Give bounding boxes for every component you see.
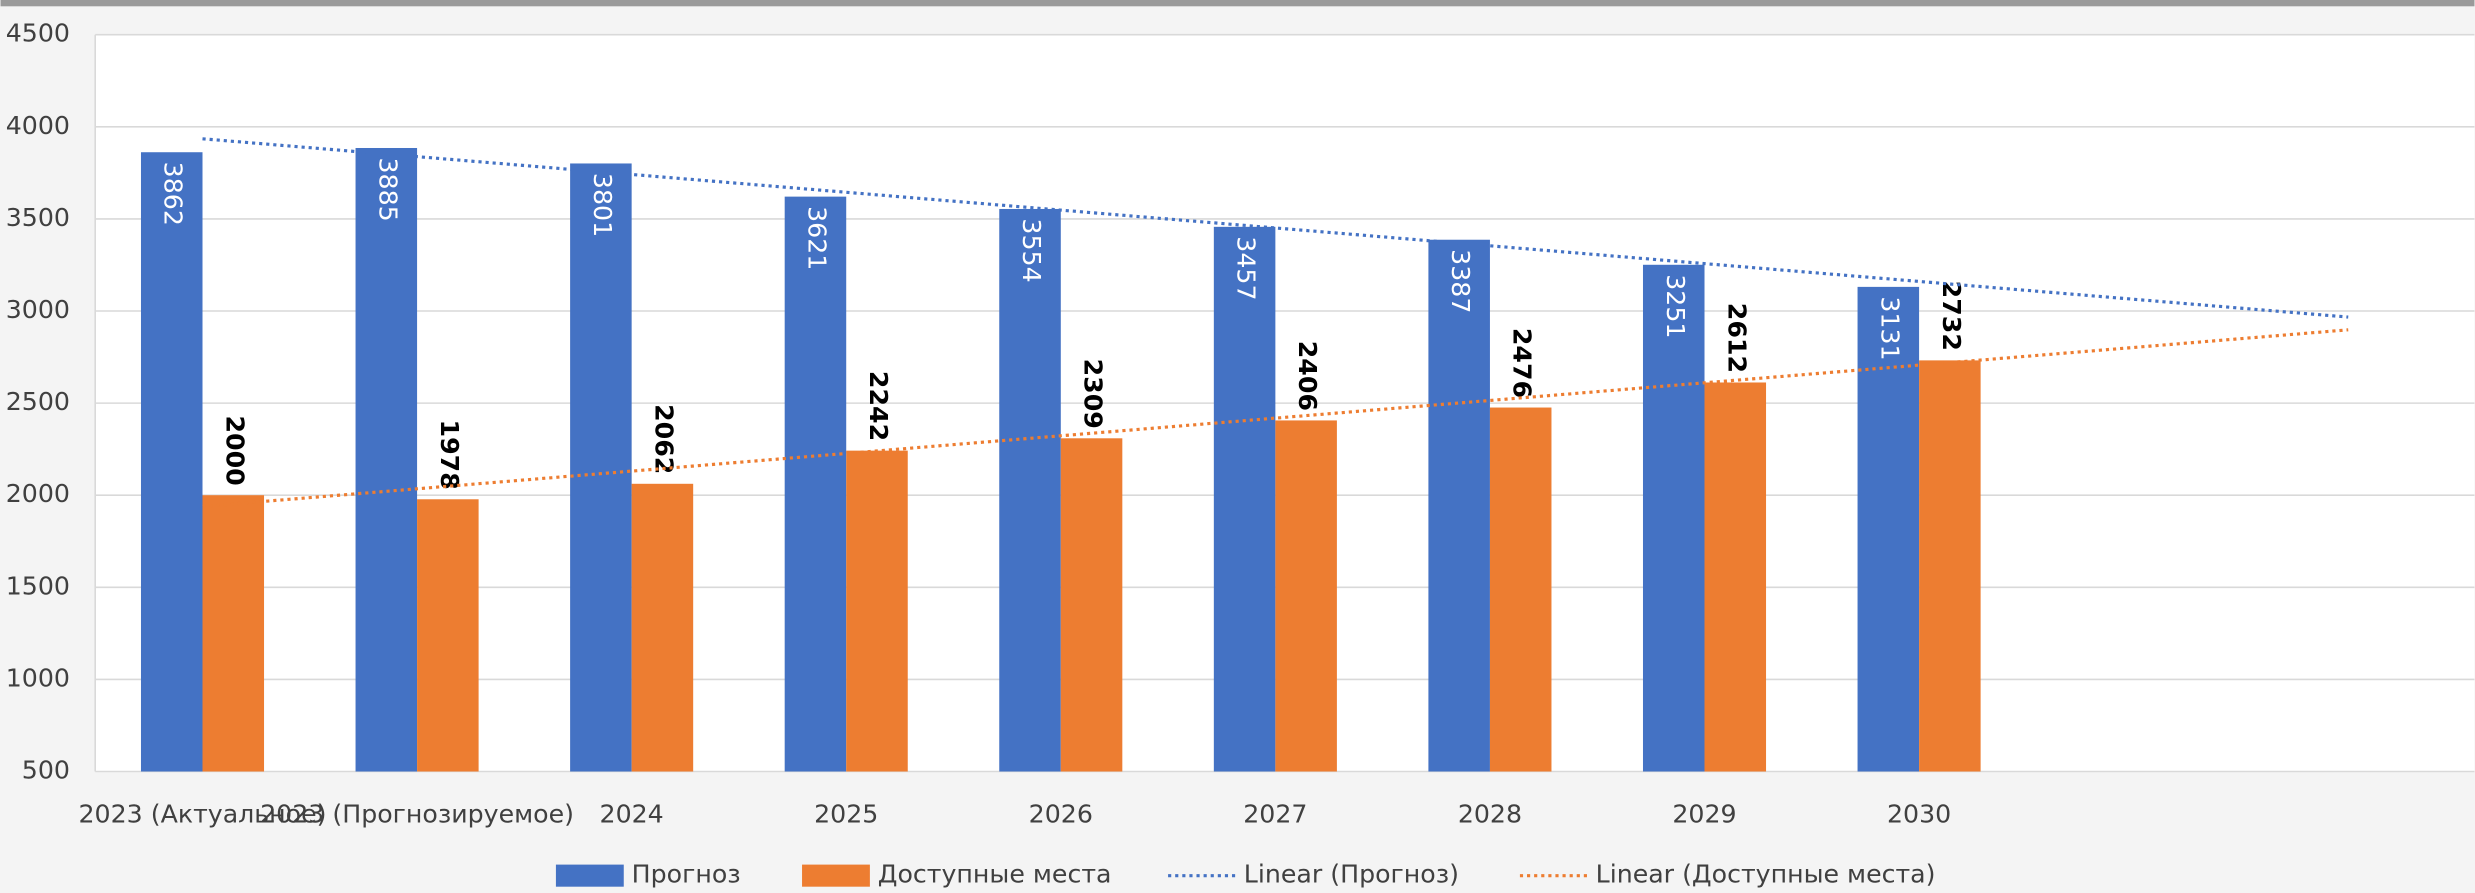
y-tick-label: 4500 xyxy=(6,19,70,48)
y-tick-label: 1000 xyxy=(6,663,70,692)
bar xyxy=(1213,226,1276,772)
data-label: 1978 xyxy=(435,420,464,490)
y-tick-label: 1500 xyxy=(6,571,70,600)
legend-label: Linear (Доступные места) xyxy=(1596,860,1936,889)
y-tick-label: 3000 xyxy=(6,295,70,324)
top-bar xyxy=(0,0,2475,7)
data-label: 2000 xyxy=(220,416,249,486)
legend-label: Доступные места xyxy=(878,860,1112,889)
x-tick-label: 2029 xyxy=(1672,800,1736,829)
x-tick-label: 2026 xyxy=(1029,800,1093,829)
data-label: 3554 xyxy=(1017,218,1046,282)
data-label: 3885 xyxy=(373,157,402,221)
y-tick-label: 500 xyxy=(22,756,70,785)
bar xyxy=(202,495,265,772)
bar xyxy=(1489,407,1552,772)
data-label: 3862 xyxy=(159,162,188,226)
data-label: 3457 xyxy=(1232,236,1261,300)
bar xyxy=(1275,420,1337,772)
data-label: 2062 xyxy=(649,404,678,474)
y-tick-label: 2500 xyxy=(6,387,70,416)
data-label: 3131 xyxy=(1875,296,1904,360)
legend-swatch xyxy=(555,864,624,887)
data-label: 3251 xyxy=(1661,274,1690,338)
bar xyxy=(846,450,908,772)
data-label: 2476 xyxy=(1508,328,1537,398)
y-tick-label: 3500 xyxy=(6,203,70,232)
bar xyxy=(417,499,479,772)
y-tick-label: 2000 xyxy=(6,479,70,508)
bar xyxy=(355,147,418,772)
x-tick-label: 2025 xyxy=(814,800,878,829)
bar xyxy=(1428,239,1490,772)
legend-swatch xyxy=(802,864,870,887)
bar xyxy=(999,208,1061,772)
data-label: 3801 xyxy=(588,173,617,237)
legend-label: Прогноз xyxy=(632,860,741,889)
bar xyxy=(1642,264,1705,772)
data-label: 2732 xyxy=(1937,281,1966,351)
x-tick-label: 2030 xyxy=(1887,800,1951,829)
x-tick-label: 2023 (Актуальное) xyxy=(79,800,327,829)
x-tick-label: 2024 xyxy=(600,800,664,829)
bar xyxy=(570,163,632,772)
bar xyxy=(1060,438,1123,772)
x-tick-label: 2027 xyxy=(1243,800,1307,829)
data-label: 3387 xyxy=(1446,249,1475,313)
data-label: 3621 xyxy=(802,206,831,270)
y-tick-label: 4000 xyxy=(6,111,70,140)
bar xyxy=(1704,382,1767,772)
data-label: 2406 xyxy=(1293,341,1322,411)
x-tick-label: 2028 xyxy=(1458,800,1522,829)
bar xyxy=(784,196,847,772)
data-label: 2309 xyxy=(1079,359,1108,429)
bar xyxy=(1919,360,1981,772)
legend-label: Linear (Прогноз) xyxy=(1244,860,1459,889)
x-tick-label: 2023 (Прогнозируемое) xyxy=(260,800,574,829)
data-label: 2612 xyxy=(1722,303,1751,373)
data-label: 2242 xyxy=(864,371,893,441)
bar xyxy=(631,483,694,772)
bar xyxy=(140,152,203,772)
